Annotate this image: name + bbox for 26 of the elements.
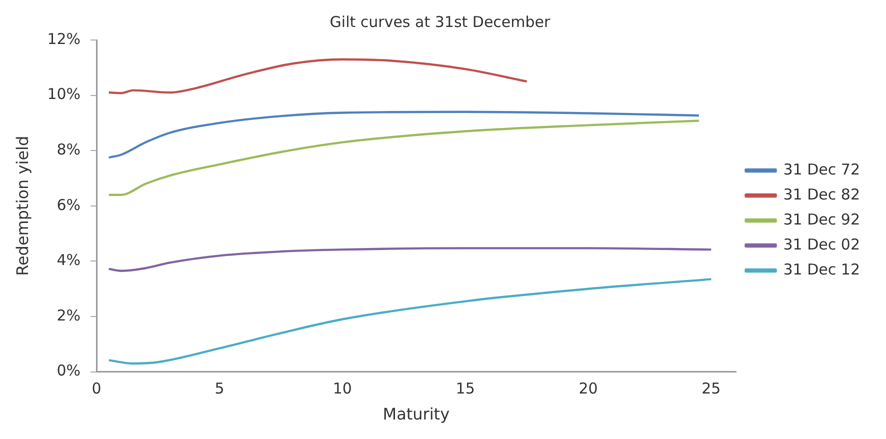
- legend-label: 31 Dec 12: [783, 260, 860, 278]
- y-tick-label: 12%: [47, 30, 81, 48]
- y-tick-label: 4%: [56, 251, 81, 270]
- legend-label: 31 Dec 82: [783, 185, 860, 204]
- line-series: [108, 58, 528, 94]
- legend-label: 31 Dec 02: [783, 235, 860, 254]
- line-series: [108, 247, 712, 272]
- x-tick-label: 5: [214, 380, 224, 398]
- x-axis-title: Maturity: [382, 404, 450, 424]
- y-tick-label: 8%: [56, 140, 81, 158]
- y-tick-label: 6%: [56, 196, 81, 214]
- x-tick-label: 15: [456, 380, 475, 398]
- x-tick-label: 0: [92, 380, 102, 398]
- y-tick-label: 0%: [56, 362, 81, 380]
- x-tick-label: 10: [332, 380, 352, 398]
- y-tick-label: 10%: [47, 85, 81, 104]
- x-tick-label: 25: [702, 380, 721, 398]
- line-series: [108, 120, 700, 196]
- legend-label: 31 Dec 72: [783, 160, 860, 178]
- chart-title: Gilt curves at 31st December: [330, 12, 552, 31]
- line-series: [108, 278, 712, 365]
- line-series: [108, 110, 700, 159]
- y-axis-title: Redemption yield: [12, 136, 32, 276]
- x-tick-label: 20: [578, 380, 598, 398]
- legend-label: 31 Dec 92: [783, 210, 860, 228]
- y-tick-label: 2%: [56, 306, 81, 324]
